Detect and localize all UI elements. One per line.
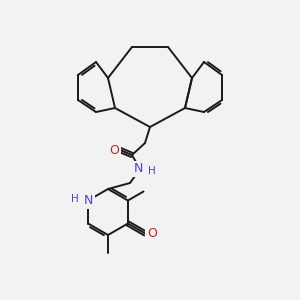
Text: O: O	[147, 227, 157, 240]
Text: H: H	[148, 166, 156, 176]
Text: H: H	[71, 194, 79, 203]
Text: N: N	[133, 163, 143, 176]
Text: O: O	[109, 143, 119, 157]
Text: N: N	[83, 194, 93, 207]
